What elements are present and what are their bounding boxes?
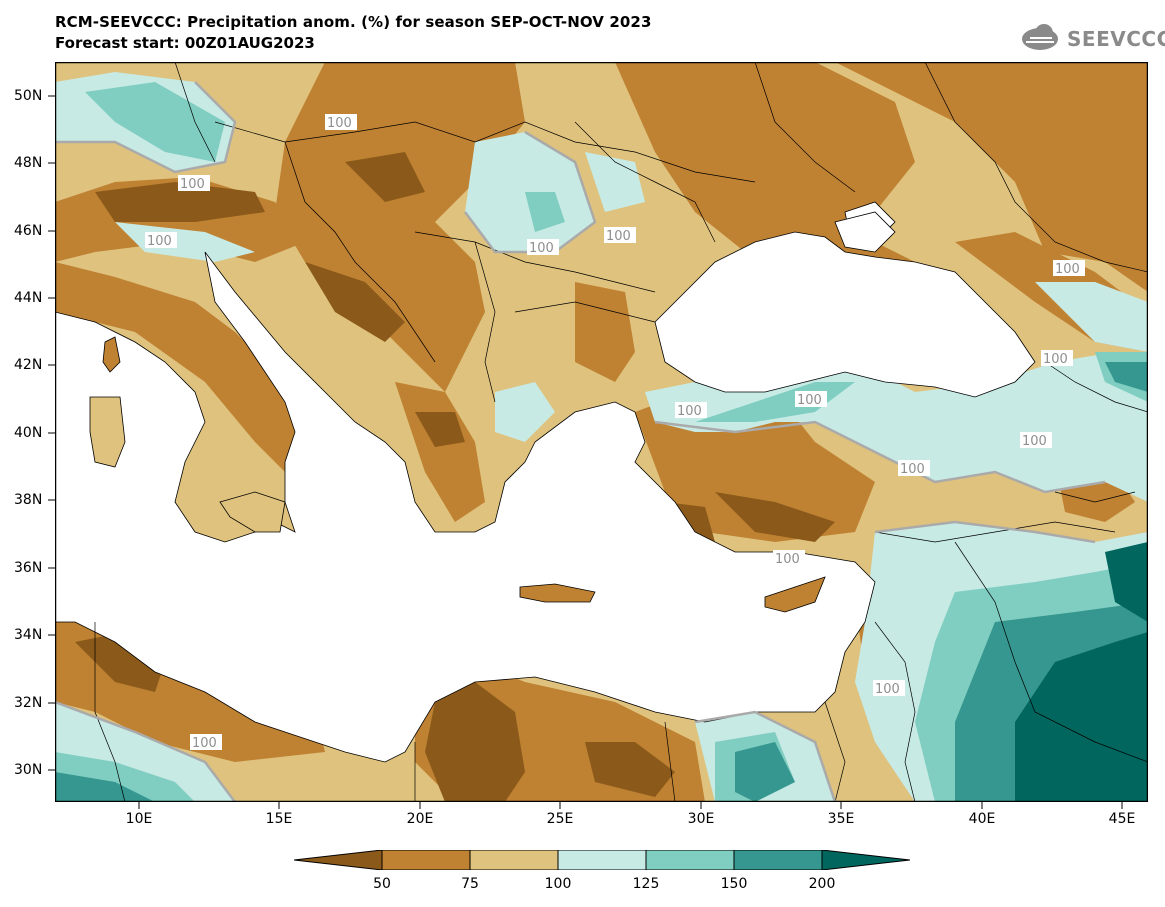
seevccc-logo [1022, 24, 1058, 50]
contour-label: 100 [677, 404, 702, 419]
map-title: RCM-SEEVCCC: Precipitation anom. (%) for… [55, 13, 652, 31]
colorbar-segment-gt200 [821, 850, 910, 870]
colorbar-label-75: 75 [461, 876, 479, 892]
corsica [102, 336, 121, 373]
logo-text: SEEVCCC [1067, 27, 1165, 51]
lon-label-20e: 20E [406, 811, 434, 827]
colorbar-segment-75-100 [469, 850, 559, 870]
sardinia [89, 396, 126, 468]
contour-label: 100 [529, 241, 554, 256]
contour-label: 100 [606, 229, 631, 244]
contour-label: 100 [192, 736, 217, 751]
lat-label-32n: 32N [14, 695, 43, 711]
colorbar-segment-lt50 [294, 850, 383, 870]
colorbar-segment-50-75 [381, 850, 471, 870]
colorbar-label-100: 100 [544, 876, 572, 892]
contour-label: 100 [797, 393, 822, 408]
black-sea [654, 231, 1036, 398]
map-frame-border [55, 62, 1148, 802]
contour-label: 100 [147, 234, 172, 249]
forecast-start-subtitle: Forecast start: 00Z01AUG2023 [55, 34, 315, 52]
contour-label: 100 [180, 177, 205, 192]
lon-label-30e: 30E [687, 811, 715, 827]
lon-label-45e: 45E [1108, 811, 1136, 827]
colorbar-label-200: 200 [808, 876, 836, 892]
contour-label: 100 [775, 552, 800, 567]
lat-label-40n: 40N [14, 425, 43, 441]
mediterranean-sea [55, 251, 876, 763]
islands [89, 211, 896, 613]
extreme-wet-anomaly-areas [1015, 542, 1148, 802]
cyprus [764, 576, 826, 613]
sicily [219, 491, 286, 533]
contour-label: 100 [1043, 352, 1068, 367]
precipitation-anomaly-map: 100 100 100 100 100 100 100 100 100 100 … [55, 62, 1148, 802]
colorbar-segment-125-150 [645, 850, 735, 870]
lat-label-42n: 42N [14, 357, 43, 373]
colorbar-label-50: 50 [373, 876, 391, 892]
lon-label-10e: 10E [125, 811, 153, 827]
colorbar-segment-150-200 [733, 850, 823, 870]
contour-label: 100 [1022, 434, 1047, 449]
cloud-icon [1022, 24, 1058, 50]
contour-label: 100 [900, 462, 925, 477]
colorbar-label-150: 150 [720, 876, 748, 892]
lat-label-34n: 34N [14, 627, 43, 643]
lat-label-50n: 50N [14, 88, 43, 104]
lon-label-40e: 40E [968, 811, 996, 827]
lat-label-48n: 48N [14, 155, 43, 171]
lon-label-25e: 25E [546, 811, 574, 827]
lat-label-30n: 30N [14, 762, 43, 778]
country-borders [94, 62, 1148, 802]
colorbar-label-125: 125 [632, 876, 660, 892]
lat-label-44n: 44N [14, 290, 43, 306]
contour-label: 100 [327, 116, 352, 131]
lat-label-38n: 38N [14, 492, 43, 508]
crimea [834, 211, 896, 253]
lat-label-36n: 36N [14, 560, 43, 576]
contour-label: 100 [875, 682, 900, 697]
colorbar-segment-100-125 [557, 850, 647, 870]
lon-label-35e: 35E [827, 811, 855, 827]
contour-label: 100 [1055, 262, 1080, 277]
colorbar [294, 850, 910, 870]
crete [519, 583, 596, 603]
contour-lines-100 [55, 81, 1106, 802]
lat-label-46n: 46N [14, 223, 43, 239]
lon-label-15e: 15E [265, 811, 293, 827]
contour-labels: 100 100 100 100 100 100 100 100 100 100 … [145, 114, 1085, 751]
